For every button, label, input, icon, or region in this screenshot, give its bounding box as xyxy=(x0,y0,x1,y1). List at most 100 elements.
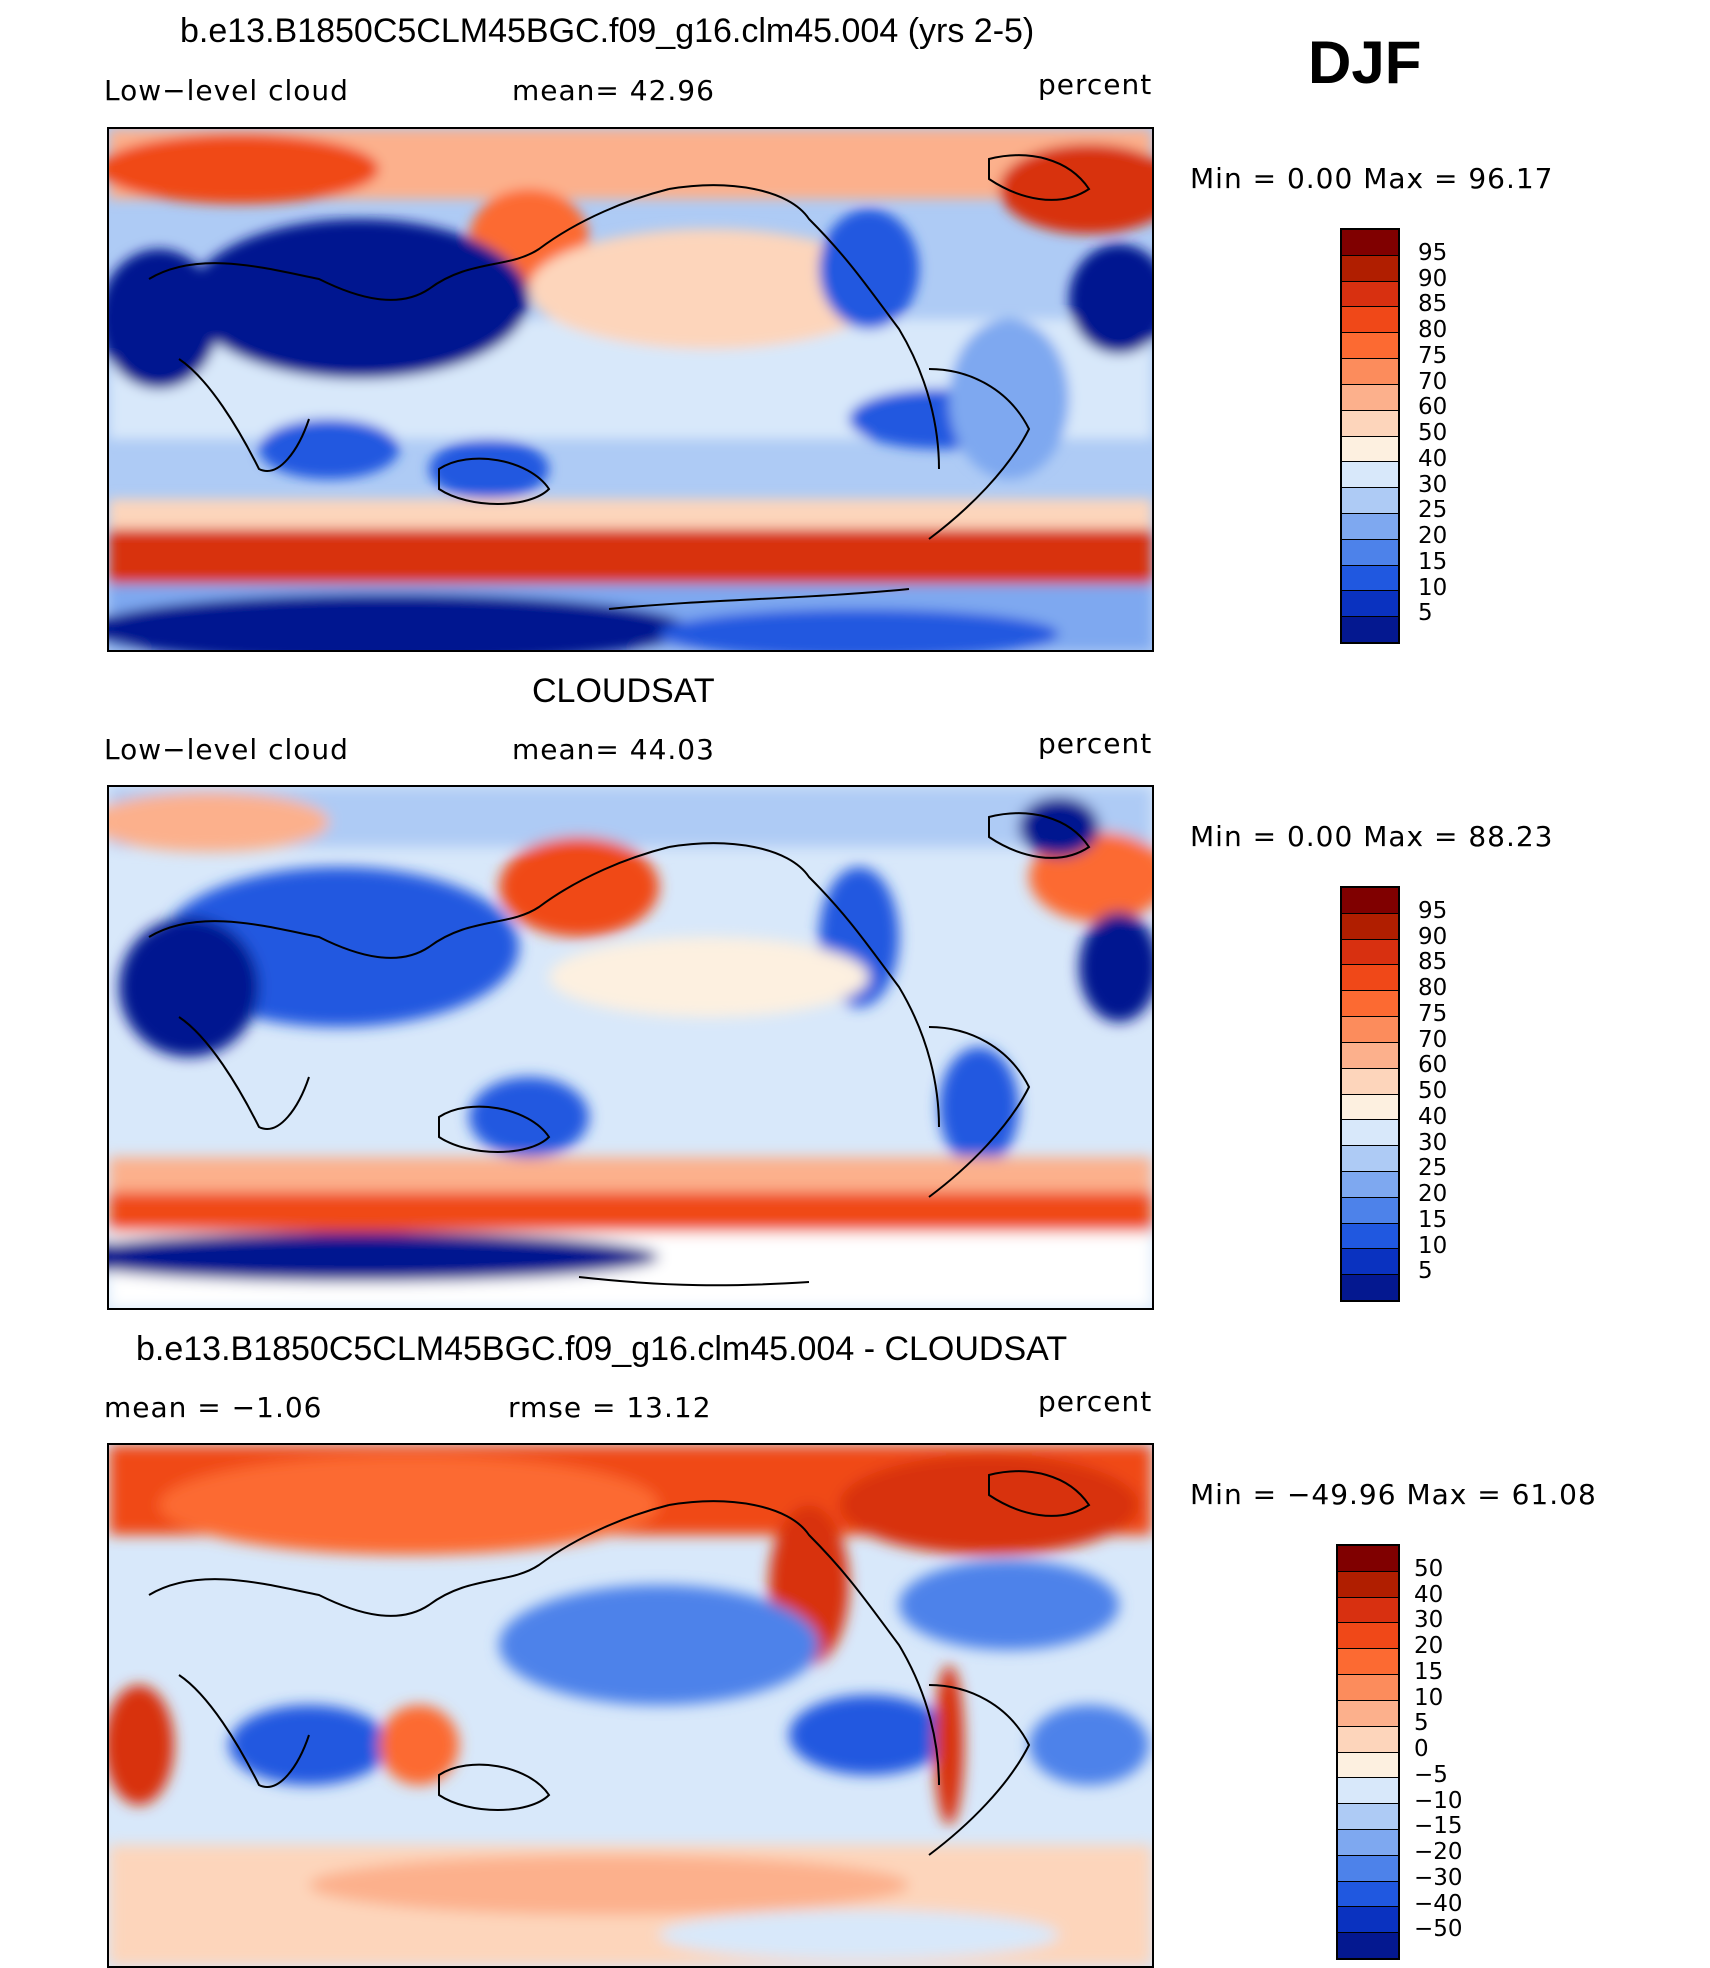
colorbar-segment xyxy=(1342,1042,1398,1069)
colorbar-segment xyxy=(1342,539,1398,566)
colorbar-tick-label: 60 xyxy=(1418,1052,1448,1079)
colorbar-tick-label: −5 xyxy=(1414,1761,1448,1788)
colorbar-segment xyxy=(1338,1907,1398,1934)
colorbar-segment xyxy=(1338,1804,1398,1830)
colorbar-tick-label: 5 xyxy=(1418,1258,1433,1285)
colorbar-segment xyxy=(1342,230,1398,256)
colorbar-segment xyxy=(1338,1829,1398,1856)
colorbar-segment xyxy=(1338,1700,1398,1727)
colorbar-tick-label: 5 xyxy=(1418,600,1433,627)
colorbar-tick-label: 85 xyxy=(1418,949,1448,976)
colorbar-tick-label: 80 xyxy=(1418,975,1448,1001)
colorbar-tick-label: −10 xyxy=(1414,1787,1463,1814)
panel-model-variable-label: Low−level cloud xyxy=(104,74,349,107)
colorbar-segment xyxy=(1342,617,1398,642)
colorbar-segment xyxy=(1342,307,1398,334)
colorbar-segment xyxy=(1338,1675,1398,1701)
panel-obs-colorbar xyxy=(1340,886,1400,1302)
panel-diff-minmax: Min = −49.96 Max = 61.08 xyxy=(1190,1478,1597,1511)
colorbar-tick-label: 95 xyxy=(1418,239,1448,266)
colorbar-segment xyxy=(1342,333,1398,360)
panel-obs-mean-label: mean= 44.03 xyxy=(512,733,715,766)
colorbar-tick-label: 70 xyxy=(1418,1026,1448,1053)
colorbar-segment xyxy=(1342,1197,1398,1224)
colorbar-tick-label: 20 xyxy=(1414,1633,1444,1659)
panel-model-map xyxy=(107,127,1154,652)
colorbar-tick-label: −30 xyxy=(1414,1864,1463,1891)
colorbar-segment xyxy=(1342,939,1398,966)
colorbar-segment xyxy=(1342,1223,1398,1250)
colorbar-segment xyxy=(1342,281,1398,308)
colorbar-tick-label: 40 xyxy=(1418,1103,1448,1130)
colorbar-tick-label: 5 xyxy=(1414,1710,1429,1737)
colorbar-tick-label: 40 xyxy=(1414,1581,1444,1608)
colorbar-segment xyxy=(1342,488,1398,514)
colorbar-segment xyxy=(1342,255,1398,282)
colorbar-segment xyxy=(1338,1623,1398,1650)
colorbar-segment xyxy=(1338,1649,1398,1676)
panel-model-colorbar xyxy=(1340,228,1400,644)
panel-obs-variable-label: Low−level cloud xyxy=(104,733,349,766)
panel-diff-colorbar xyxy=(1336,1544,1400,1960)
colorbar-segment xyxy=(1342,591,1398,618)
panel-diff-units-label: percent xyxy=(1038,1385,1153,1418)
colorbar-tick-label: 10 xyxy=(1418,574,1448,601)
colorbar-segment xyxy=(1342,1171,1398,1198)
panel-diff-rmse-label: rmse = 13.12 xyxy=(508,1391,712,1424)
colorbar-tick-label: 85 xyxy=(1418,291,1448,318)
colorbar-segment xyxy=(1342,1017,1398,1043)
panel-diff-colorbar-labels: 50 40 30 20 15 10 5 0 −5 −10 −15 −20 −30 −40 −50 xyxy=(1414,1544,1504,1956)
colorbar-tick-label: −40 xyxy=(1414,1890,1463,1917)
panel-model-minmax: Min = 0.00 Max = 96.17 xyxy=(1190,162,1554,195)
panel-model-mean-label: mean= 42.96 xyxy=(512,74,715,107)
colorbar-segment xyxy=(1342,991,1398,1018)
colorbar-segment xyxy=(1342,462,1398,489)
colorbar-tick-label: 70 xyxy=(1418,368,1448,395)
colorbar-segment xyxy=(1338,1571,1398,1598)
colorbar-segment xyxy=(1342,1146,1398,1172)
panel-model-colorbar-labels: 95 90 85 80 75 70 60 50 40 30 25 20 15 10 5 xyxy=(1418,228,1498,640)
colorbar-tick-label: 30 xyxy=(1418,471,1448,498)
colorbar-tick-label: 30 xyxy=(1418,1129,1448,1156)
colorbar-segment xyxy=(1338,1597,1398,1624)
colorbar-tick-label: 30 xyxy=(1414,1607,1444,1634)
panel-obs-colorbar-segments xyxy=(1342,888,1398,1300)
season-label: DJF xyxy=(1308,29,1422,96)
colorbar-tick-label: 15 xyxy=(1414,1658,1444,1685)
colorbar-tick-label: 50 xyxy=(1418,1078,1448,1104)
colorbar-segment xyxy=(1342,384,1398,411)
colorbar-tick-label: 20 xyxy=(1418,523,1448,549)
colorbar-segment xyxy=(1338,1933,1398,1958)
panel-diff-map xyxy=(107,1443,1154,1968)
colorbar-segment xyxy=(1342,436,1398,463)
colorbar-tick-label: 15 xyxy=(1418,1206,1448,1233)
panel-diff-mean-label: mean = −1.06 xyxy=(104,1391,323,1424)
colorbar-tick-label: 75 xyxy=(1418,342,1448,369)
colorbar-segment xyxy=(1342,513,1398,540)
panel-diff-title: b.e13.B1850C5CLM45BGC.f09_g16.clm45.004 … xyxy=(136,1330,1068,1368)
colorbar-tick-label: 80 xyxy=(1418,317,1448,343)
panel-obs-colorbar-labels: 95 90 85 80 75 70 60 50 40 30 25 20 15 10 5 xyxy=(1418,886,1498,1298)
colorbar-tick-label: 10 xyxy=(1418,1232,1448,1259)
colorbar-tick-label: 0 xyxy=(1414,1736,1429,1762)
colorbar-segment xyxy=(1342,965,1398,992)
colorbar-tick-label: −15 xyxy=(1414,1813,1463,1840)
colorbar-segment xyxy=(1342,1094,1398,1121)
colorbar-segment xyxy=(1342,888,1398,914)
colorbar-segment xyxy=(1338,1726,1398,1753)
colorbar-tick-label: 50 xyxy=(1414,1555,1444,1582)
colorbar-segment xyxy=(1342,565,1398,592)
colorbar-tick-label: 75 xyxy=(1418,1000,1448,1027)
colorbar-tick-label: 40 xyxy=(1418,445,1448,472)
colorbar-segment xyxy=(1338,1778,1398,1805)
colorbar-segment xyxy=(1338,1752,1398,1779)
colorbar-segment xyxy=(1342,1275,1398,1300)
colorbar-segment xyxy=(1342,1249,1398,1276)
colorbar-tick-label: 50 xyxy=(1418,420,1448,446)
colorbar-tick-label: 20 xyxy=(1418,1181,1448,1207)
colorbar-segment xyxy=(1342,1068,1398,1095)
colorbar-tick-label: −20 xyxy=(1414,1839,1463,1865)
colorbar-segment xyxy=(1342,913,1398,940)
colorbar-tick-label: 25 xyxy=(1418,1155,1448,1182)
panel-model-title: b.e13.B1850C5CLM45BGC.f09_g16.clm45.004 … xyxy=(180,12,1035,50)
